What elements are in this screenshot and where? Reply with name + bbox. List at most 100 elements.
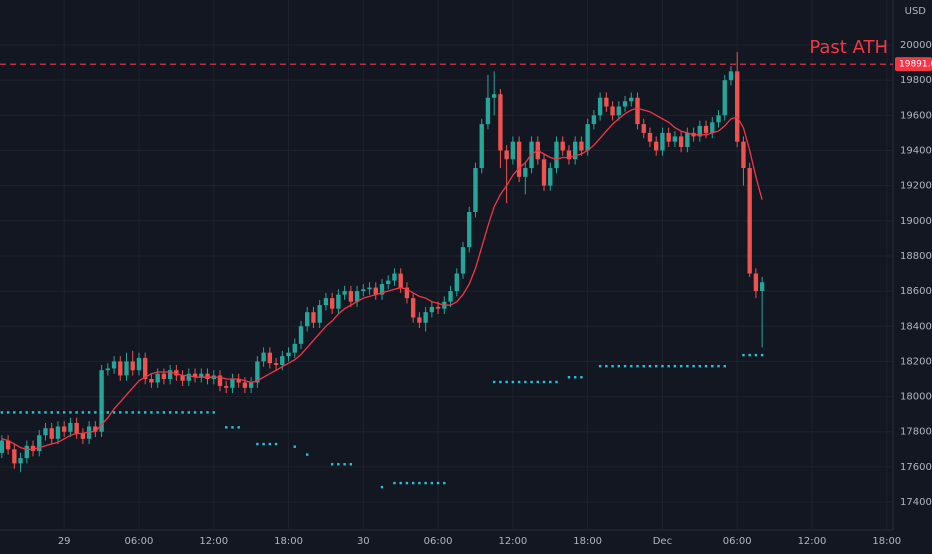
x-tick-label: 12:00 xyxy=(199,536,228,547)
x-tick-label: 18:00 xyxy=(872,536,901,547)
candle-body xyxy=(12,449,17,464)
candle-body xyxy=(398,273,403,288)
trend-dot xyxy=(237,426,240,429)
candle-body xyxy=(585,124,590,151)
candle-body xyxy=(305,312,310,327)
candle-body xyxy=(379,284,385,295)
trend-dot xyxy=(711,364,714,368)
candle-body xyxy=(367,287,372,290)
trend-dot xyxy=(87,411,91,414)
x-tick-label: 06:00 xyxy=(723,536,752,547)
trend-dot xyxy=(517,380,521,384)
candle-body xyxy=(105,368,110,371)
candle-body xyxy=(136,357,142,371)
candle-body xyxy=(504,150,509,160)
y-tick-label: 19800.0 xyxy=(900,75,932,86)
candle-body xyxy=(317,305,322,323)
trend-dot xyxy=(380,485,384,489)
trend-dot xyxy=(686,364,689,368)
candle-body xyxy=(541,159,547,186)
trend-dot xyxy=(81,411,85,414)
trend-dot xyxy=(549,380,552,384)
candle-body xyxy=(435,306,441,309)
candle-body xyxy=(510,141,516,160)
trend-dot xyxy=(162,411,166,414)
trend-dot xyxy=(112,411,116,414)
candle-body xyxy=(336,294,341,309)
candle-body xyxy=(62,426,67,432)
candle-body xyxy=(292,343,297,353)
trend-dot xyxy=(31,411,35,414)
candle-body xyxy=(236,378,241,383)
trend-dot xyxy=(225,426,228,429)
candle-body xyxy=(635,97,640,125)
y-tick-label: 18800.0 xyxy=(900,251,932,262)
moving-average xyxy=(1,107,763,450)
candle-body xyxy=(485,97,491,125)
trend-dot xyxy=(411,481,415,485)
y-tick-label: 17800.0 xyxy=(900,427,932,438)
candle-body xyxy=(417,317,422,323)
trend-dot xyxy=(754,353,758,357)
candle-body xyxy=(479,124,484,169)
candle-body xyxy=(429,306,435,313)
candle-body xyxy=(130,361,135,371)
trend-dot xyxy=(44,411,47,414)
candle-body xyxy=(192,373,198,378)
candle-body xyxy=(473,168,478,212)
ath-price-label: 19891.0 xyxy=(899,60,932,70)
candle-body xyxy=(735,71,740,142)
candle-body xyxy=(155,373,160,383)
trend-dot xyxy=(623,364,627,368)
candle-body xyxy=(199,373,204,378)
y-tick-label: 19200.0 xyxy=(900,181,932,192)
trend-dot xyxy=(175,411,178,414)
candle-body xyxy=(74,422,79,434)
trend-dot xyxy=(156,411,159,414)
trend-dot xyxy=(0,411,4,414)
candle-body xyxy=(186,373,192,381)
trend-dot xyxy=(742,353,745,357)
trend-dot xyxy=(399,481,402,485)
candle-body xyxy=(280,356,285,365)
y-tick-label: 19400.0 xyxy=(900,145,932,156)
candle-body xyxy=(248,382,254,388)
trend-dot xyxy=(611,364,614,368)
trend-dot xyxy=(555,380,558,384)
trend-dot xyxy=(168,411,172,414)
candle-body xyxy=(224,386,229,388)
trend-dot xyxy=(200,411,203,414)
trend-dot xyxy=(181,411,184,414)
trend-dot xyxy=(306,453,309,456)
trend-dot xyxy=(567,376,571,379)
candle-body xyxy=(641,124,646,133)
candle-body xyxy=(491,94,497,98)
candle-body xyxy=(703,125,709,133)
x-tick-label: 18:00 xyxy=(274,536,303,547)
candle-body xyxy=(560,141,565,151)
candle-body xyxy=(230,378,235,388)
trend-dot xyxy=(654,364,658,368)
y-tick-label: 18600.0 xyxy=(900,286,932,297)
candle-body xyxy=(298,326,304,344)
trend-dot xyxy=(13,411,16,414)
candle-body xyxy=(311,312,316,323)
trend-dot xyxy=(748,353,751,357)
trend-dot xyxy=(636,364,639,368)
trend-dot xyxy=(50,411,53,414)
candle-body xyxy=(728,71,734,81)
candle-body xyxy=(423,312,428,323)
candle-body xyxy=(161,373,167,379)
trend-dot xyxy=(343,463,346,466)
candle-body xyxy=(149,378,154,383)
trend-dot xyxy=(206,411,209,414)
candle-body xyxy=(660,132,665,151)
trend-dot xyxy=(530,380,533,384)
y-tick-label: 17600.0 xyxy=(900,462,932,473)
trend-dot xyxy=(430,481,434,485)
candle-body xyxy=(373,287,378,295)
candle-body xyxy=(30,445,36,452)
trend-dot xyxy=(69,411,72,414)
trend-dot xyxy=(337,463,340,466)
